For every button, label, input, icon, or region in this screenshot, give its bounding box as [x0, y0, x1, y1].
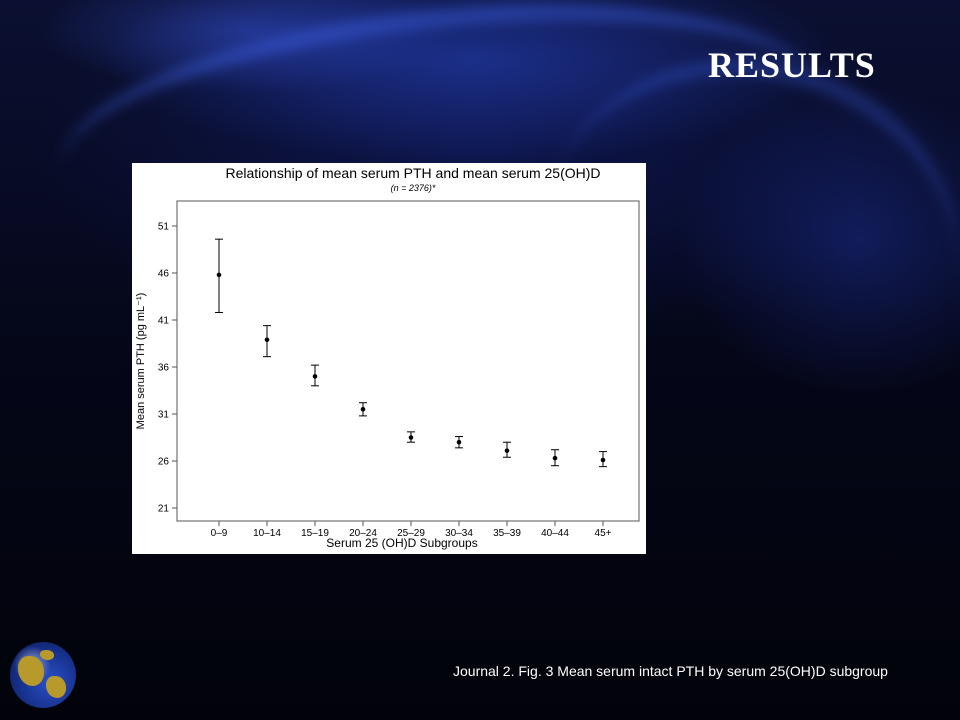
- pth-chart: Relationship of mean serum PTH and mean …: [135, 165, 640, 550]
- data-point: [216, 272, 222, 278]
- chart-subtitle: (n = 2376)*: [391, 183, 436, 193]
- x-tick-label: 25–29: [397, 528, 425, 539]
- y-tick-label: 21: [158, 504, 170, 515]
- data-point: [360, 407, 366, 412]
- x-tick-label: 40–44: [541, 528, 569, 539]
- data-point: [312, 374, 318, 379]
- data-point: [600, 457, 606, 463]
- globe-land: [46, 676, 66, 698]
- x-tick-label: 35–39: [493, 528, 521, 539]
- x-axis-label: Serum 25 (OH)D Subgroups: [326, 536, 477, 550]
- data-point: [552, 455, 558, 461]
- x-tick-label: 0–9: [211, 528, 228, 539]
- chart-panel: Relationship of mean serum PTH and mean …: [132, 163, 646, 554]
- y-tick-label: 31: [158, 410, 170, 421]
- x-tick-label: 20–24: [349, 528, 377, 539]
- slide-title: RESULTS: [708, 45, 876, 85]
- chart-title: Relationship of mean serum PTH and mean …: [225, 165, 600, 181]
- x-tick-label: 15–19: [301, 528, 329, 539]
- globe-land: [40, 650, 54, 660]
- y-tick-label: 26: [158, 457, 170, 468]
- y-tick-label: 41: [158, 316, 170, 327]
- y-axis-label: Mean serum PTH (pg mL⁻¹): [135, 293, 147, 430]
- data-point: [456, 439, 462, 445]
- data-point: [408, 435, 414, 440]
- slide-caption: Journal 2. Fig. 3 Mean serum intact PTH …: [453, 663, 888, 679]
- y-tick-label: 51: [158, 222, 170, 233]
- globe-land: [18, 656, 44, 686]
- globe-icon: [10, 642, 76, 708]
- y-tick-label: 46: [158, 269, 170, 280]
- data-point: [504, 448, 510, 453]
- x-tick-label: 45+: [595, 528, 612, 539]
- plot-frame: [176, 200, 640, 522]
- y-tick-label: 36: [158, 363, 170, 374]
- x-tick-label: 30–34: [445, 528, 473, 539]
- data-point: [264, 337, 270, 343]
- x-tick-label: 10–14: [253, 528, 281, 539]
